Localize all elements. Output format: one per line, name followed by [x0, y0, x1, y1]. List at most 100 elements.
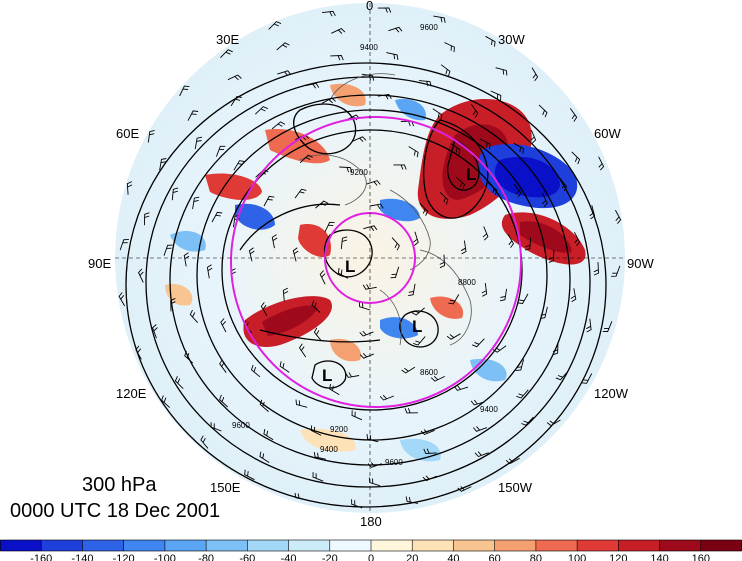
- wind-barb: [516, 389, 529, 399]
- wind-barb: [192, 196, 200, 210]
- wind-barb: [448, 294, 460, 305]
- anomaly-positive-canada-core: [520, 221, 572, 253]
- lon-label-30w: 30W: [498, 32, 525, 47]
- wind-barb: [474, 451, 489, 458]
- anomaly-positive-bering: [430, 296, 464, 319]
- wind-barb: [219, 359, 227, 373]
- wind-barb: [379, 394, 394, 401]
- colorbar-swatch: [123, 540, 166, 551]
- wind-barb: [538, 104, 548, 118]
- colorbar-tick-label: -100: [154, 553, 176, 561]
- wind-barb: [340, 236, 348, 250]
- colorbar-swatch: [0, 540, 42, 551]
- wind-barb: [170, 297, 176, 312]
- wind-barb: [413, 336, 426, 346]
- wind-barb: [446, 333, 461, 340]
- colorbar-tick-label: -20: [322, 553, 338, 561]
- low-symbol: L: [466, 165, 476, 184]
- wind-barb: [541, 193, 548, 208]
- pressure-level-caption: 300 hPa: [82, 474, 157, 496]
- wind-barb: [294, 492, 307, 501]
- wind-barb: [135, 345, 142, 360]
- contour-label: 9400: [320, 445, 338, 454]
- wind-barb: [586, 318, 592, 333]
- wind-barb: [352, 136, 367, 142]
- anomaly-positive-south: [300, 428, 356, 452]
- wind-barb: [277, 70, 292, 76]
- wind-barb: [184, 350, 194, 364]
- low-symbol: L: [412, 317, 422, 336]
- wind-barb: [319, 270, 326, 285]
- lon-label-150w: 150W: [498, 480, 533, 495]
- wind-barb: [430, 375, 445, 382]
- wind-barb: [611, 265, 621, 277]
- lon-label-0: 0: [366, 0, 373, 13]
- wind-barb: [268, 21, 282, 30]
- wind-barb: [337, 267, 349, 279]
- colorbar-tick-label: -140: [71, 553, 93, 561]
- colorbar-swatch: [535, 540, 578, 551]
- wind-barb: [206, 264, 213, 279]
- wind-barb: [367, 462, 382, 468]
- wind-barb: [470, 399, 485, 406]
- wind-barb: [227, 74, 242, 81]
- colorbar-swatch: [577, 540, 619, 551]
- wind-barb: [589, 205, 596, 220]
- wind-barb: [390, 266, 400, 279]
- wind-barb: [479, 138, 491, 150]
- colorbar-swatch: [700, 540, 742, 551]
- wind-barb: [271, 121, 286, 130]
- colorbar-swatch: [206, 540, 248, 551]
- wind-barb: [377, 7, 392, 13]
- contour-label: 9200: [330, 425, 348, 434]
- wind-barb: [295, 399, 308, 408]
- wind-barb: [450, 143, 461, 155]
- wind-barb: [440, 64, 451, 77]
- wind-barb: [615, 209, 622, 224]
- low-symbol: L: [322, 366, 332, 385]
- wind-barb: [539, 306, 548, 319]
- wind-barb: [179, 85, 190, 97]
- wind-barb: [460, 240, 467, 255]
- colorbar-tick-label: -60: [239, 553, 255, 561]
- wind-barb: [530, 129, 537, 144]
- colorbar-tick-label: 0: [368, 553, 374, 561]
- wind-barb: [492, 345, 507, 353]
- colorbar-tick-label: 20: [406, 553, 418, 561]
- wind-barb: [418, 80, 432, 87]
- wind-barb: [598, 156, 605, 171]
- wind-barb: [581, 373, 593, 384]
- wind-barb: [313, 451, 326, 460]
- wind-barb: [220, 49, 233, 59]
- colorbar-tick-label: 60: [489, 553, 501, 561]
- colorbar-swatch: [453, 540, 496, 551]
- wind-barb: [220, 318, 227, 333]
- wind-barb: [200, 435, 209, 449]
- colorbar-tick-label: 140: [650, 553, 668, 561]
- wind-barb: [305, 82, 320, 89]
- wind-barb: [321, 97, 336, 104]
- wind-barb: [322, 10, 336, 17]
- wind-barb: [377, 93, 392, 100]
- wind-barb: [393, 164, 407, 170]
- wind-barb: [174, 376, 184, 390]
- wind-barb: [471, 104, 479, 118]
- lon-label-180: 180: [360, 514, 382, 529]
- contour-label: 9200: [350, 168, 368, 177]
- wind-barb: [559, 177, 568, 192]
- wind-barb: [163, 244, 173, 256]
- wind-barb: [233, 160, 245, 171]
- lon-label-60w: 60W: [594, 126, 621, 141]
- wind-barb: [422, 475, 437, 482]
- wind-barb: [119, 239, 129, 251]
- wind-barb: [363, 225, 378, 231]
- colorbar-tick-label: -120: [113, 553, 135, 561]
- wind-barb: [472, 426, 488, 432]
- wind-barb: [254, 106, 268, 115]
- contour-label: 9600: [420, 23, 438, 32]
- colorbar-swatch: [164, 540, 207, 551]
- wind-barb: [118, 292, 125, 307]
- anomaly-negative-north: [395, 98, 426, 121]
- wind-barb: [263, 429, 274, 441]
- lon-label-150e: 150E: [210, 480, 241, 495]
